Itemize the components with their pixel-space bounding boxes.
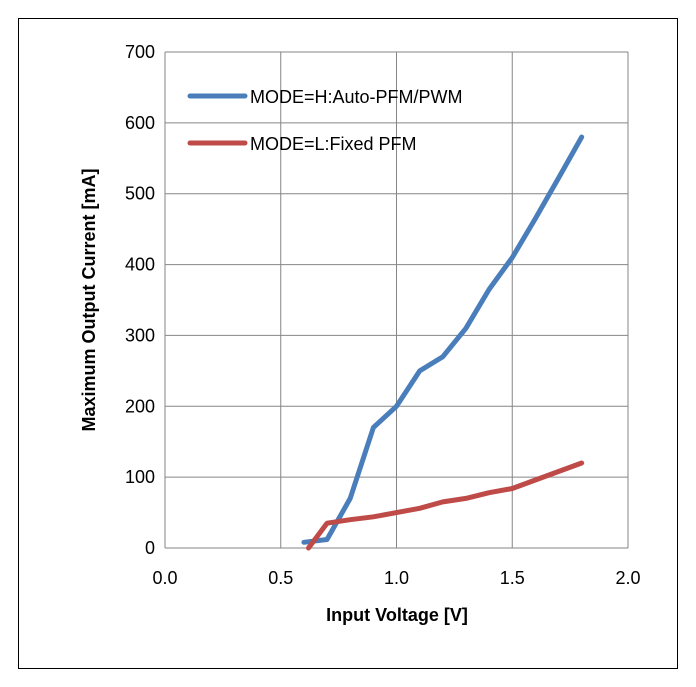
y-tick-label: 700 [125, 42, 155, 62]
y-tick-label: 200 [125, 396, 155, 416]
x-tick-labels: 0.0 0.5 1.0 1.5 2.0 [152, 568, 640, 588]
x-tick-label: 2.0 [615, 568, 640, 588]
y-tick-labels: 0 100 200 300 400 500 600 700 [125, 42, 155, 558]
y-axis-title: Maximum Output Current [mA] [79, 169, 99, 432]
y-tick-label: 600 [125, 113, 155, 133]
legend: MODE=H:Auto-PFM/PWM MODE=L:Fixed PFM [187, 87, 463, 154]
x-tick-label: 0.0 [152, 568, 177, 588]
y-tick-label: 300 [125, 325, 155, 345]
y-tick-label: 500 [125, 184, 155, 204]
x-tick-label: 1.5 [500, 568, 525, 588]
legend-label-fixed-pfm: MODE=L:Fixed PFM [250, 134, 417, 154]
x-tick-label: 0.5 [268, 568, 293, 588]
series-line-auto-pfm-pwm [301, 134, 585, 545]
y-tick-label: 100 [125, 467, 155, 487]
series-lines [301, 134, 585, 551]
legend-label-auto-pfm-pwm: MODE=H:Auto-PFM/PWM [250, 87, 463, 107]
x-axis-title: Input Voltage [V] [326, 605, 468, 625]
y-tick-label: 400 [125, 255, 155, 275]
series-line-fixed-pfm [306, 460, 585, 551]
y-tick-label: 0 [145, 538, 155, 558]
chart-frame [18, 18, 678, 669]
x-tick-label: 1.0 [384, 568, 409, 588]
